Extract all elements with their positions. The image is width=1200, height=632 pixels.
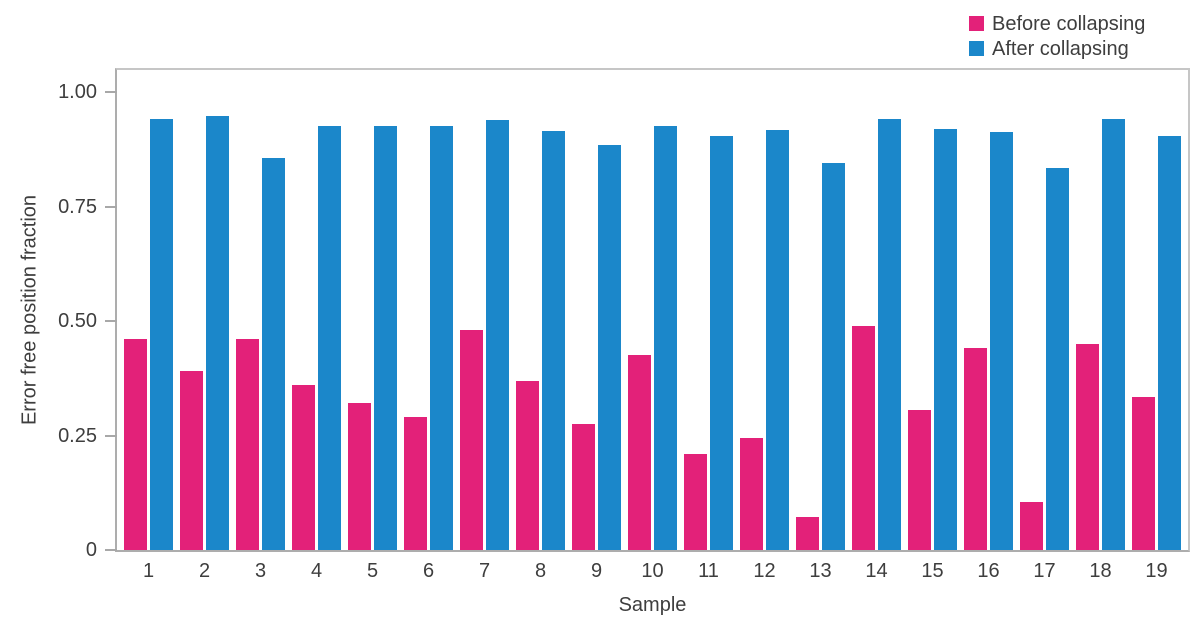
bar-after-collapsing-sample-14	[878, 119, 901, 550]
x-tick-label-17: 17	[1033, 560, 1056, 582]
bar-before-collapsing-sample-5	[348, 403, 371, 550]
bar-before-collapsing-sample-2	[180, 371, 203, 550]
y-tick-mark-0	[105, 549, 117, 551]
bar-group-sample-3	[236, 70, 285, 550]
bar-after-collapsing-sample-17	[1046, 167, 1069, 550]
bar-after-collapsing-sample-2	[206, 116, 229, 550]
bar-after-collapsing-sample-8	[542, 130, 565, 550]
x-axis-title: Sample	[618, 594, 687, 616]
bar-before-collapsing-sample-8	[516, 380, 539, 550]
bar-after-collapsing-sample-15	[934, 128, 957, 550]
y-tick-label-0: 0	[85, 539, 97, 561]
bar-before-collapsing-sample-3	[236, 339, 259, 550]
bar-after-collapsing-sample-11	[710, 135, 733, 550]
legend-swatch-after-icon	[969, 41, 984, 56]
bar-after-collapsing-sample-4	[318, 125, 341, 550]
x-tick-label-19: 19	[1145, 560, 1168, 582]
x-tick-label-16: 16	[977, 560, 1000, 582]
y-tick-label-0.25: 0.25	[58, 424, 97, 447]
x-axis-tick-labels: 1 2 3 4 5 6 7 8 9 10 11 12 13 14 15 16 17 18 19	[117, 560, 1188, 583]
legend-item-before: Before collapsing	[969, 12, 1145, 35]
bar-after-collapsing-sample-3	[262, 157, 285, 550]
bar-group-sample-10	[628, 70, 677, 550]
bar-before-collapsing-sample-17	[1020, 501, 1043, 550]
bar-after-collapsing-sample-5	[374, 125, 397, 550]
x-tick-label-4: 4	[310, 560, 323, 582]
bar-before-collapsing-sample-9	[572, 424, 595, 550]
bar-group-sample-7	[460, 70, 509, 550]
legend-label-after: After collapsing	[992, 37, 1129, 60]
bar-group-sample-12	[740, 70, 789, 550]
x-tick-label-10: 10	[641, 560, 664, 582]
bar-group-sample-5	[348, 70, 397, 550]
bar-after-collapsing-sample-7	[486, 120, 509, 550]
bar-group-sample-16	[964, 70, 1013, 550]
bar-group-sample-17	[1020, 70, 1069, 550]
bar-group-sample-4	[292, 70, 341, 550]
y-tick-label-0.75: 0.75	[58, 195, 97, 218]
plot-area: Error free position fraction 1 2 3 4 5 6 7 8 9 10…	[19, 68, 1190, 616]
legend-item-after: After collapsing	[969, 37, 1145, 60]
bar-group-sample-6	[404, 70, 453, 550]
bar-group-sample-9	[572, 70, 621, 550]
y-tick-mark-0.25	[105, 434, 117, 437]
bar-group-sample-13	[796, 70, 845, 550]
x-tick-label-1: 1	[142, 560, 155, 582]
bar-before-collapsing-sample-18	[1076, 343, 1099, 550]
x-tick-label-6: 6	[422, 560, 435, 582]
bar-group-sample-2	[180, 70, 229, 550]
bar-after-collapsing-sample-10	[654, 125, 677, 550]
bar-before-collapsing-sample-10	[628, 355, 651, 550]
bar-group-sample-19	[1132, 70, 1181, 550]
bar-after-collapsing-sample-6	[430, 125, 453, 550]
bar-before-collapsing-sample-11	[684, 453, 707, 550]
bar-before-collapsing-sample-19	[1132, 396, 1155, 550]
bar-after-collapsing-sample-18	[1102, 119, 1125, 550]
x-tick-label-18: 18	[1089, 560, 1112, 582]
x-tick-label-13: 13	[809, 560, 832, 582]
bar-before-collapsing-sample-15	[908, 410, 931, 550]
legend-swatch-before-icon	[969, 16, 984, 31]
bar-after-collapsing-sample-9	[598, 144, 621, 550]
x-tick-label-11: 11	[698, 560, 719, 582]
x-tick-label-5: 5	[366, 560, 379, 582]
legend: Before collapsing After collapsing	[969, 12, 1145, 60]
bar-group-sample-15	[908, 70, 957, 550]
bar-before-collapsing-sample-4	[292, 385, 315, 550]
y-axis-title: Error free position fraction	[18, 194, 41, 426]
bar-after-collapsing-sample-12	[766, 130, 789, 550]
bar-group-sample-18	[1076, 70, 1125, 550]
legend-label-before: Before collapsing	[992, 12, 1146, 35]
bar-before-collapsing-sample-6	[404, 417, 427, 550]
x-tick-label-7: 7	[478, 560, 491, 582]
bar-before-collapsing-sample-13	[796, 516, 819, 550]
x-tick-label-15: 15	[921, 560, 944, 582]
y-tick-mark-0.50	[105, 320, 117, 322]
bar-after-collapsing-sample-16	[990, 131, 1013, 550]
x-tick-label-9: 9	[590, 560, 603, 582]
bar-before-collapsing-sample-16	[964, 348, 987, 550]
bar-group-sample-1	[124, 70, 173, 550]
bar-after-collapsing-sample-1	[150, 119, 173, 550]
bar-group-sample-14	[852, 70, 901, 550]
y-tick-label-1.00: 1.00	[58, 81, 97, 103]
bar-after-collapsing-sample-19	[1158, 135, 1181, 550]
x-tick-label-3: 3	[254, 560, 267, 582]
y-tick-mark-1.00	[105, 91, 117, 93]
x-tick-label-8: 8	[534, 560, 547, 582]
bar-before-collapsing-sample-12	[740, 437, 763, 550]
y-tick-mark-0.75	[105, 205, 117, 208]
bar-before-collapsing-sample-7	[460, 330, 483, 550]
bar-after-collapsing-sample-13	[822, 163, 845, 550]
bar-group-sample-11	[684, 70, 733, 550]
bar-group-sample-8	[516, 70, 565, 550]
bars-container	[117, 70, 1188, 550]
bar-before-collapsing-sample-14	[852, 325, 875, 550]
bar-before-collapsing-sample-1	[124, 339, 147, 550]
y-tick-label-0.50: 0.50	[58, 310, 97, 332]
x-tick-label-14: 14	[865, 560, 888, 582]
x-tick-label-2: 2	[198, 560, 211, 582]
x-tick-label-12: 12	[753, 560, 776, 582]
